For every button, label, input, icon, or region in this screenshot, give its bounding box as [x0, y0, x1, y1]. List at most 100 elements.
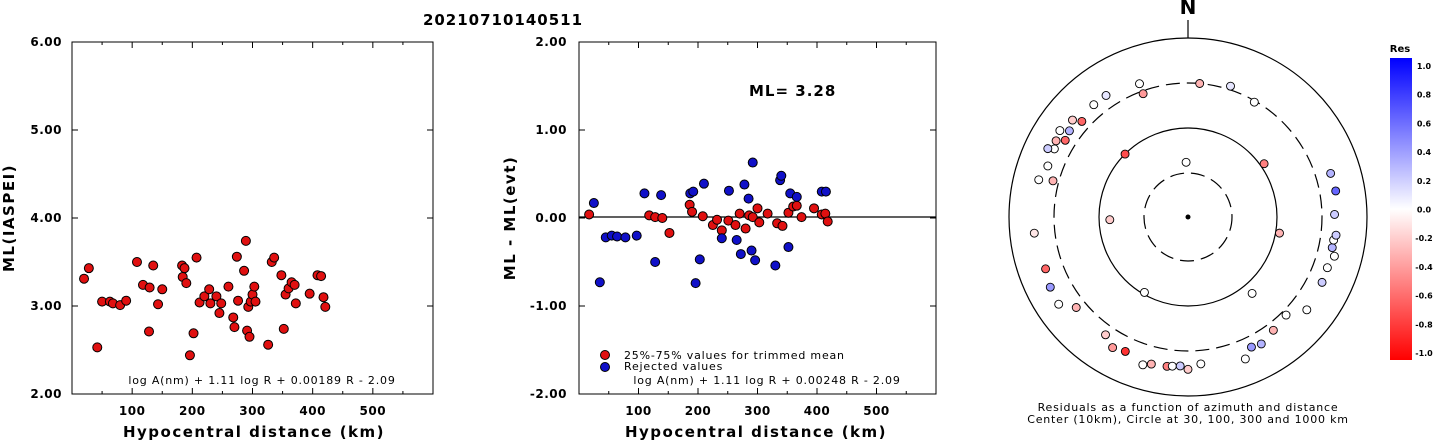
magnitude-point — [181, 278, 192, 289]
station-point — [1167, 361, 1177, 371]
trimmed-point — [712, 214, 723, 225]
rejected-point — [690, 278, 701, 289]
station-point — [1195, 79, 1205, 88]
magnitude-point — [228, 312, 239, 323]
trimmed-point — [822, 216, 833, 227]
station-point — [1268, 325, 1278, 335]
station-point — [1226, 81, 1235, 91]
x-tick-label: 400 — [804, 404, 831, 418]
magnitude-point — [144, 326, 155, 337]
y-tick-label: -2.00 — [530, 387, 567, 401]
station-point — [1045, 282, 1055, 292]
magnitude-point — [231, 251, 242, 262]
x-tick-label: 200 — [685, 404, 712, 418]
rejected-point — [650, 257, 661, 267]
colorbar-title: Res — [1390, 44, 1410, 55]
rejected-point — [656, 190, 667, 201]
magnitude-point — [263, 339, 274, 350]
station-point — [1048, 176, 1058, 186]
colorbar-tick-label: 0.8 — [1417, 91, 1432, 100]
station-point — [1330, 209, 1340, 219]
station-point — [1275, 228, 1284, 238]
magnitude-point — [92, 342, 103, 353]
magnitude-point — [229, 322, 240, 333]
station-point — [1331, 230, 1341, 240]
magnitude-point — [278, 323, 289, 334]
x-tick-label: 200 — [179, 404, 206, 418]
north-label: N — [1180, 0, 1197, 19]
station-point — [1043, 144, 1053, 154]
colorbar-tick-label: 0.0 — [1417, 206, 1432, 215]
legend-blue-marker — [600, 362, 610, 372]
station-point — [1089, 100, 1099, 110]
y-tick-label: 2.00 — [535, 35, 567, 49]
magnitude-point — [179, 263, 190, 274]
station-point — [1054, 299, 1064, 309]
colorbar-tick-label: -0.4 — [1415, 263, 1433, 272]
rejected-point — [694, 254, 705, 265]
y-tick-label: 6.00 — [30, 35, 62, 49]
rejected-point — [770, 260, 781, 271]
trimmed-point — [730, 220, 741, 231]
magnitude-point — [205, 298, 216, 309]
station-point — [1060, 135, 1070, 145]
rejected-point — [688, 186, 699, 197]
ring-1000km — [1008, 37, 1368, 397]
station-point — [1029, 228, 1039, 238]
magnitude-point — [199, 291, 210, 302]
rejected-point — [735, 249, 746, 260]
magnitude-point — [290, 298, 301, 309]
magnitude-point — [223, 281, 234, 292]
colorbar-tick-label: 0.2 — [1417, 177, 1431, 186]
rejected-point — [631, 230, 642, 241]
station-point — [1259, 159, 1269, 169]
station-point — [1256, 339, 1266, 349]
middle-y-ticks: -2.00 -1.00 0.00 1.00 2.00 — [530, 35, 936, 401]
polar-station-points — [1029, 79, 1341, 374]
ring-30km — [1143, 172, 1233, 262]
left-plot-frame — [71, 41, 434, 395]
x-tick-label: 400 — [299, 404, 326, 418]
station-point — [1138, 360, 1148, 370]
middle-x-axis-label: Hypocentral distance (km) — [625, 423, 887, 441]
middle-panel: -2.00 -1.00 0.00 1.00 2.00 100 200 300 400 500 M… — [501, 35, 937, 441]
x-tick-label: 300 — [744, 404, 771, 418]
rejected-point — [612, 231, 623, 242]
rejected-point — [723, 185, 734, 196]
rejected-point — [750, 255, 761, 266]
station-point — [1247, 342, 1256, 352]
left-formula: log A(nm) + 1.11 log R + 0.00189 R - 2.0… — [128, 374, 395, 387]
x-tick-label: 100 — [625, 404, 652, 418]
station-point — [1041, 264, 1051, 274]
colorbar-ticks: 1.0 0.8 0.6 0.4 0.2 0.0 -0.2 -0.4 -0.6 -0.8 -1.0 — [1415, 62, 1433, 358]
magnitude-point — [249, 281, 260, 292]
station-point — [1146, 359, 1156, 369]
station-point — [1249, 97, 1259, 107]
rejected-point — [820, 186, 831, 197]
trimmed-point — [734, 208, 745, 219]
station-point — [1327, 243, 1337, 253]
station-point — [1181, 157, 1191, 167]
magnitude-point — [191, 252, 202, 263]
station-point — [1331, 186, 1341, 196]
station-point — [1140, 287, 1149, 297]
left-y-ticks: 2.00 3.00 4.00 5.00 6.00 — [30, 35, 433, 401]
middle-y-axis-label: ML - ML(evt) — [501, 156, 519, 280]
station-point — [1240, 354, 1250, 364]
polar-caption-line-2: Center (10km), Circle at 30, 100, 300 an… — [1027, 413, 1349, 426]
trimmed-point — [752, 203, 763, 214]
middle-scatter-points — [584, 157, 833, 289]
magnitude-point — [240, 235, 251, 246]
station-point — [1077, 116, 1087, 126]
station-point — [1120, 346, 1130, 356]
left-scatter-points — [79, 235, 331, 361]
magnitude-point — [79, 273, 90, 284]
x-tick-label: 500 — [863, 404, 890, 418]
y-tick-label: 5.00 — [30, 123, 62, 137]
magnitude-point — [214, 308, 225, 319]
legend-red-marker — [600, 350, 610, 360]
colorbar-tick-label: 1.0 — [1417, 62, 1432, 71]
trimmed-point — [723, 215, 734, 226]
trimmed-point — [777, 220, 788, 231]
magnitude-point — [304, 288, 315, 299]
